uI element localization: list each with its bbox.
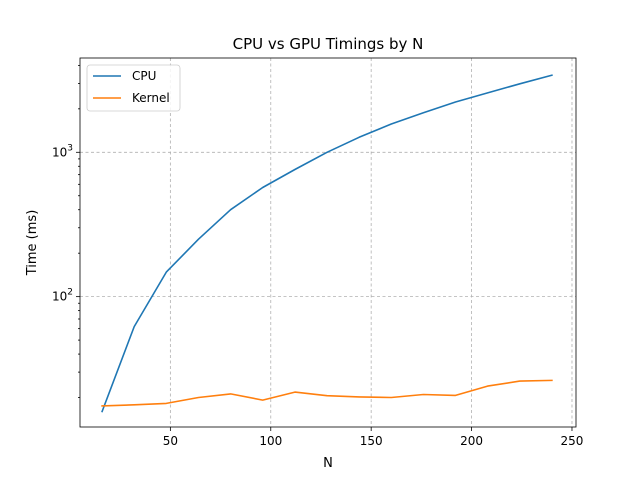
- series-line-kernel: [101, 379, 553, 407]
- chart-title: CPU vs GPU Timings by N: [233, 35, 424, 53]
- x-tick-label: 200: [460, 434, 483, 448]
- y-tick-label: 103: [52, 143, 73, 159]
- axis-ticks: 50 100 150 200 250 102 103: [52, 64, 584, 448]
- legend-label-cpu: CPU: [132, 69, 156, 83]
- legend: CPU Kernel: [86, 64, 181, 112]
- series-lines: [101, 74, 553, 413]
- x-tick-label: 100: [259, 434, 282, 448]
- series-line-cpu: [101, 74, 553, 413]
- y-tick-label: 102: [52, 288, 73, 304]
- x-tick-label: 150: [360, 434, 383, 448]
- plot-area-frame: [79, 57, 577, 428]
- x-axis-label: N: [323, 456, 333, 471]
- legend-label-kernel: Kernel: [132, 91, 170, 105]
- x-tick-label: 50: [163, 434, 178, 448]
- x-tick-label: 250: [561, 434, 584, 448]
- y-axis-label: Time (ms): [25, 210, 40, 277]
- grid-lines: [80, 58, 576, 427]
